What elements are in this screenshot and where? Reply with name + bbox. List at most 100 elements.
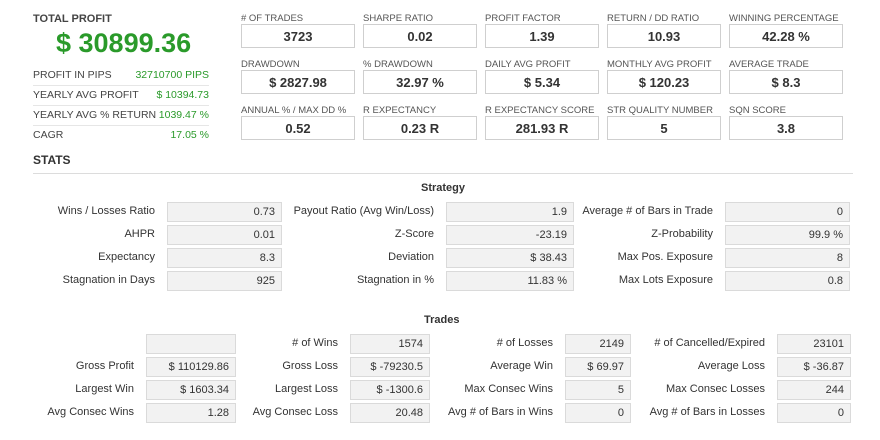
strategy-value: 0.73 [167, 202, 282, 222]
strategy-value: 0.01 [167, 225, 282, 245]
strategy-value: 8 [725, 248, 850, 268]
trades-label: Avg Consec Loss [252, 406, 338, 418]
trades-label: Largest Loss [275, 383, 338, 395]
metric-label: AVERAGE TRADE [729, 59, 809, 70]
trades-label: Avg Consec Wins [47, 406, 134, 418]
strategy-label: Payout Ratio (Avg Win/Loss) [293, 205, 434, 217]
summary-row: YEARLY AVG % RETURN 1039.47 % [33, 105, 209, 125]
trades-value [146, 334, 236, 354]
strategy-value: $ 38.43 [446, 248, 574, 268]
trades-value: 5 [565, 380, 631, 400]
metric-label: RETURN / DD RATIO [607, 13, 700, 24]
strategy-label: Average # of Bars in Trade [582, 205, 713, 217]
trades-label: Avg # of Bars in Losses [649, 406, 765, 418]
summary-row-value: 32710700 PIPS [135, 69, 209, 81]
summary-row: YEARLY AVG PROFIT $ 10394.73 [33, 85, 209, 105]
metric-label: # OF TRADES [241, 13, 304, 24]
metric-label: PROFIT FACTOR [485, 13, 561, 24]
metric-label: STR QUALITY NUMBER [607, 105, 713, 116]
total-profit-label: TOTAL PROFIT [33, 13, 112, 25]
strategy-label: Max Lots Exposure [618, 274, 713, 286]
metric-value: $ 5.34 [485, 70, 599, 94]
metric-value: $ 8.3 [729, 70, 843, 94]
stats-divider [33, 173, 853, 174]
divider [33, 105, 209, 106]
trades-value: 20.48 [350, 403, 430, 423]
summary-row-label: YEARLY AVG % RETURN [33, 109, 157, 121]
trades-value: 1.28 [146, 403, 236, 423]
strategy-label: Stagnation in % [356, 274, 434, 286]
trades-value: $ 110129.86 [146, 357, 236, 377]
strategy-value: 11.83 % [446, 271, 574, 291]
trades-label: # of Cancelled/Expired [654, 337, 765, 349]
trades-label: Average Win [490, 360, 553, 372]
summary-row-label: CAGR [33, 129, 64, 141]
metric-label: ANNUAL % / MAX DD % [241, 105, 347, 116]
trades-value: 0 [777, 403, 851, 423]
metric-value: 0.02 [363, 24, 477, 48]
metric-label: SHARPE RATIO [363, 13, 434, 24]
trades-value: $ 69.97 [565, 357, 631, 377]
strategy-label: Z-Probability [651, 228, 713, 240]
strategy-value: 0 [725, 202, 850, 222]
metric-label: DRAWDOWN [241, 59, 300, 70]
metric-value: $ 2827.98 [241, 70, 355, 94]
metric-value: 281.93 R [485, 116, 599, 140]
total-profit-value: $ 30899.36 [56, 28, 192, 58]
trades-value: $ -36.87 [777, 357, 851, 377]
metric-value: 10.93 [607, 24, 721, 48]
metric-value: 0.52 [241, 116, 355, 140]
trades-value: $ 1603.34 [146, 380, 236, 400]
metric-value: $ 120.23 [607, 70, 721, 94]
strategy-label: Wins / Losses Ratio [57, 205, 155, 217]
trades-value: 23101 [777, 334, 851, 354]
strategy-label: Deviation [388, 251, 434, 263]
trades-label: Largest Win [75, 383, 134, 395]
strategy-value: 99.9 % [725, 225, 850, 245]
divider [33, 125, 209, 126]
trades-label: # of Losses [496, 337, 553, 349]
strategy-label: Z-Score [394, 228, 434, 240]
metric-label: % DRAWDOWN [363, 59, 433, 70]
summary-row-label: PROFIT IN PIPS [33, 69, 112, 81]
summary-row: PROFIT IN PIPS 32710700 PIPS [33, 65, 209, 85]
strategy-value: -23.19 [446, 225, 574, 245]
metric-label: WINNING PERCENTAGE [729, 13, 839, 24]
metric-value: 32.97 % [363, 70, 477, 94]
strategy-value: 8.3 [167, 248, 282, 268]
strategy-label: Expectancy [98, 251, 155, 263]
metric-value: 0.23 R [363, 116, 477, 140]
metric-label: MONTHLY AVG PROFIT [607, 59, 712, 70]
strategy-label: Max Pos. Exposure [617, 251, 713, 263]
trades-value: 2149 [565, 334, 631, 354]
trades-label: Max Consec Losses [665, 383, 765, 395]
strategy-label: AHPR [124, 228, 155, 240]
trades-value: $ -1300.6 [350, 380, 430, 400]
stats-title: STATS [33, 153, 71, 167]
metric-label: SQN SCORE [729, 105, 787, 116]
metric-label: R EXPECTANCY [363, 105, 437, 116]
trades-value: 0 [565, 403, 631, 423]
trades-label: # of Wins [292, 337, 338, 349]
strategy-section-title: Strategy [421, 182, 466, 194]
trades-value: 244 [777, 380, 851, 400]
metric-value: 3.8 [729, 116, 843, 140]
metric-value: 5 [607, 116, 721, 140]
trades-value: 1574 [350, 334, 430, 354]
summary-row: CAGR 17.05 % [33, 125, 209, 145]
metric-value: 42.28 % [729, 24, 843, 48]
trades-label: Max Consec Wins [464, 383, 553, 395]
trades-label: Average Loss [697, 360, 765, 372]
trades-value: $ -79230.5 [350, 357, 430, 377]
metric-value: 3723 [241, 24, 355, 48]
summary-row-value: 1039.47 % [158, 109, 209, 121]
strategy-value: 1.9 [446, 202, 574, 222]
summary-row-value: $ 10394.73 [156, 89, 209, 101]
strategy-value: 925 [167, 271, 282, 291]
trades-label: Gross Loss [282, 360, 338, 372]
divider [33, 85, 209, 86]
metric-label: DAILY AVG PROFIT [485, 59, 571, 70]
strategy-value: 0.8 [725, 271, 850, 291]
metric-label: R EXPECTANCY SCORE [485, 105, 595, 116]
strategy-label: Stagnation in Days [62, 274, 155, 286]
